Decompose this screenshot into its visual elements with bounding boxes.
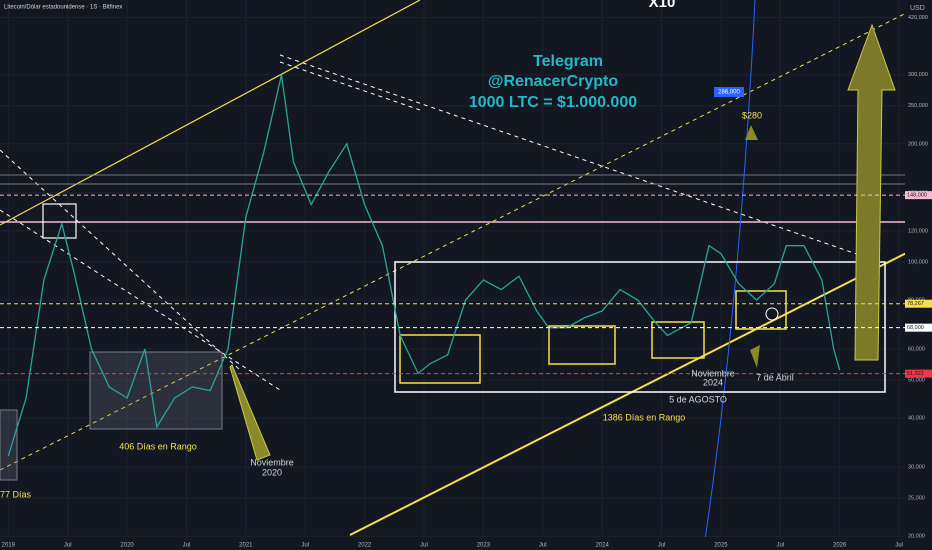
box <box>548 325 616 365</box>
axes: 20,00025,00030,00040,00050,00060,00080,0… <box>2 15 932 549</box>
projection <box>704 0 756 541</box>
x-tick-label: Jul <box>776 543 784 549</box>
level-tag <box>905 323 932 332</box>
x-tick-label: Jul <box>64 543 72 549</box>
y-tick-label: 250,000 <box>908 103 928 109</box>
y-tick-label: 20,000 <box>908 534 925 540</box>
annotation: 2024 <box>703 377 723 387</box>
trendline <box>349 239 932 536</box>
trendline <box>279 54 881 263</box>
arrow <box>229 364 271 461</box>
level-tag <box>905 369 932 378</box>
box <box>651 321 705 359</box>
y-tick-label: 120,000 <box>908 228 928 234</box>
annotation: 5 de AGOSTO <box>669 394 727 404</box>
annotation: X10 <box>649 0 676 11</box>
annotation: 1386 Días en Rango <box>603 412 686 422</box>
x-tick-label: 2023 <box>477 543 491 549</box>
y-tick-label: 25,000 <box>908 496 925 502</box>
level-tag <box>905 299 932 308</box>
y-tick-label: 30,000 <box>908 465 925 471</box>
annotation: Noviembre <box>691 368 735 378</box>
y-tick-label: 420,000 <box>908 15 928 21</box>
x-tick-label: Jul <box>539 543 547 549</box>
unit: USD <box>910 5 925 12</box>
x-tick-label: Jul <box>301 543 309 549</box>
annotation: 286,000 <box>718 90 740 96</box>
y-tick-label: 300,000 <box>908 72 928 78</box>
x-tick-label: 2025 <box>714 543 728 549</box>
x-tick-label: Jul <box>895 543 903 549</box>
trendline <box>0 0 421 226</box>
marker <box>765 307 779 321</box>
annotation: 77 Días <box>0 489 32 499</box>
box <box>42 203 77 239</box>
x-tick-label: 2024 <box>595 543 609 549</box>
x-tick-label: Jul <box>420 543 428 549</box>
annotation: @RenacerCrypto <box>488 73 619 90</box>
level-label: 148,000 <box>907 193 927 199</box>
annotation: 406 Días en Rango <box>119 441 197 451</box>
level-label: 68,000 <box>907 325 924 331</box>
level-label: 78,267 <box>907 301 924 307</box>
grid <box>0 0 905 545</box>
x-tick-label: 2022 <box>358 543 372 549</box>
range-box <box>89 351 223 430</box>
x-tick-label: Jul <box>183 543 191 549</box>
annotation: $280 <box>742 110 762 120</box>
x-tick-label: 2019 <box>2 543 16 549</box>
y-tick-label: 40,000 <box>908 416 925 422</box>
x-tick-label: 2026 <box>833 543 847 549</box>
trendline <box>279 61 421 111</box>
x-tick-label: Jul <box>658 543 666 549</box>
level-label: 51,921 <box>907 371 924 377</box>
x-tick-label: 2021 <box>239 543 253 549</box>
y-tick-label: 200,000 <box>908 141 928 147</box>
arrow <box>750 345 760 368</box>
range-box <box>0 409 18 481</box>
price-line <box>7 74 841 457</box>
annotation: Telegram <box>533 53 603 70</box>
y-tick-label: 50,000 <box>908 378 925 384</box>
annotation: 2020 <box>262 467 282 477</box>
x-tick-label: 2020 <box>120 543 134 549</box>
y-tick-label: 60,000 <box>908 346 925 352</box>
annotation: 7 de Abril <box>756 372 794 382</box>
arrow <box>847 23 896 361</box>
annotation: 1000 LTC = $1.000.000 <box>469 94 637 111</box>
box <box>399 334 481 384</box>
level-tag <box>905 191 932 200</box>
chart-title: Litecoin/Dólar estadounidense · 1S · Bit… <box>4 5 122 11</box>
y-tick-label: 100,000 <box>908 259 928 265</box>
arrow <box>745 125 758 140</box>
levels <box>0 194 905 375</box>
y-axis-bg <box>905 0 932 550</box>
x-axis-bg <box>0 537 932 550</box>
box <box>735 290 787 330</box>
annotation: Noviembre <box>250 457 294 467</box>
trendline <box>0 149 241 371</box>
label-box <box>714 87 744 97</box>
trendline <box>0 0 932 471</box>
range-box <box>394 261 886 393</box>
